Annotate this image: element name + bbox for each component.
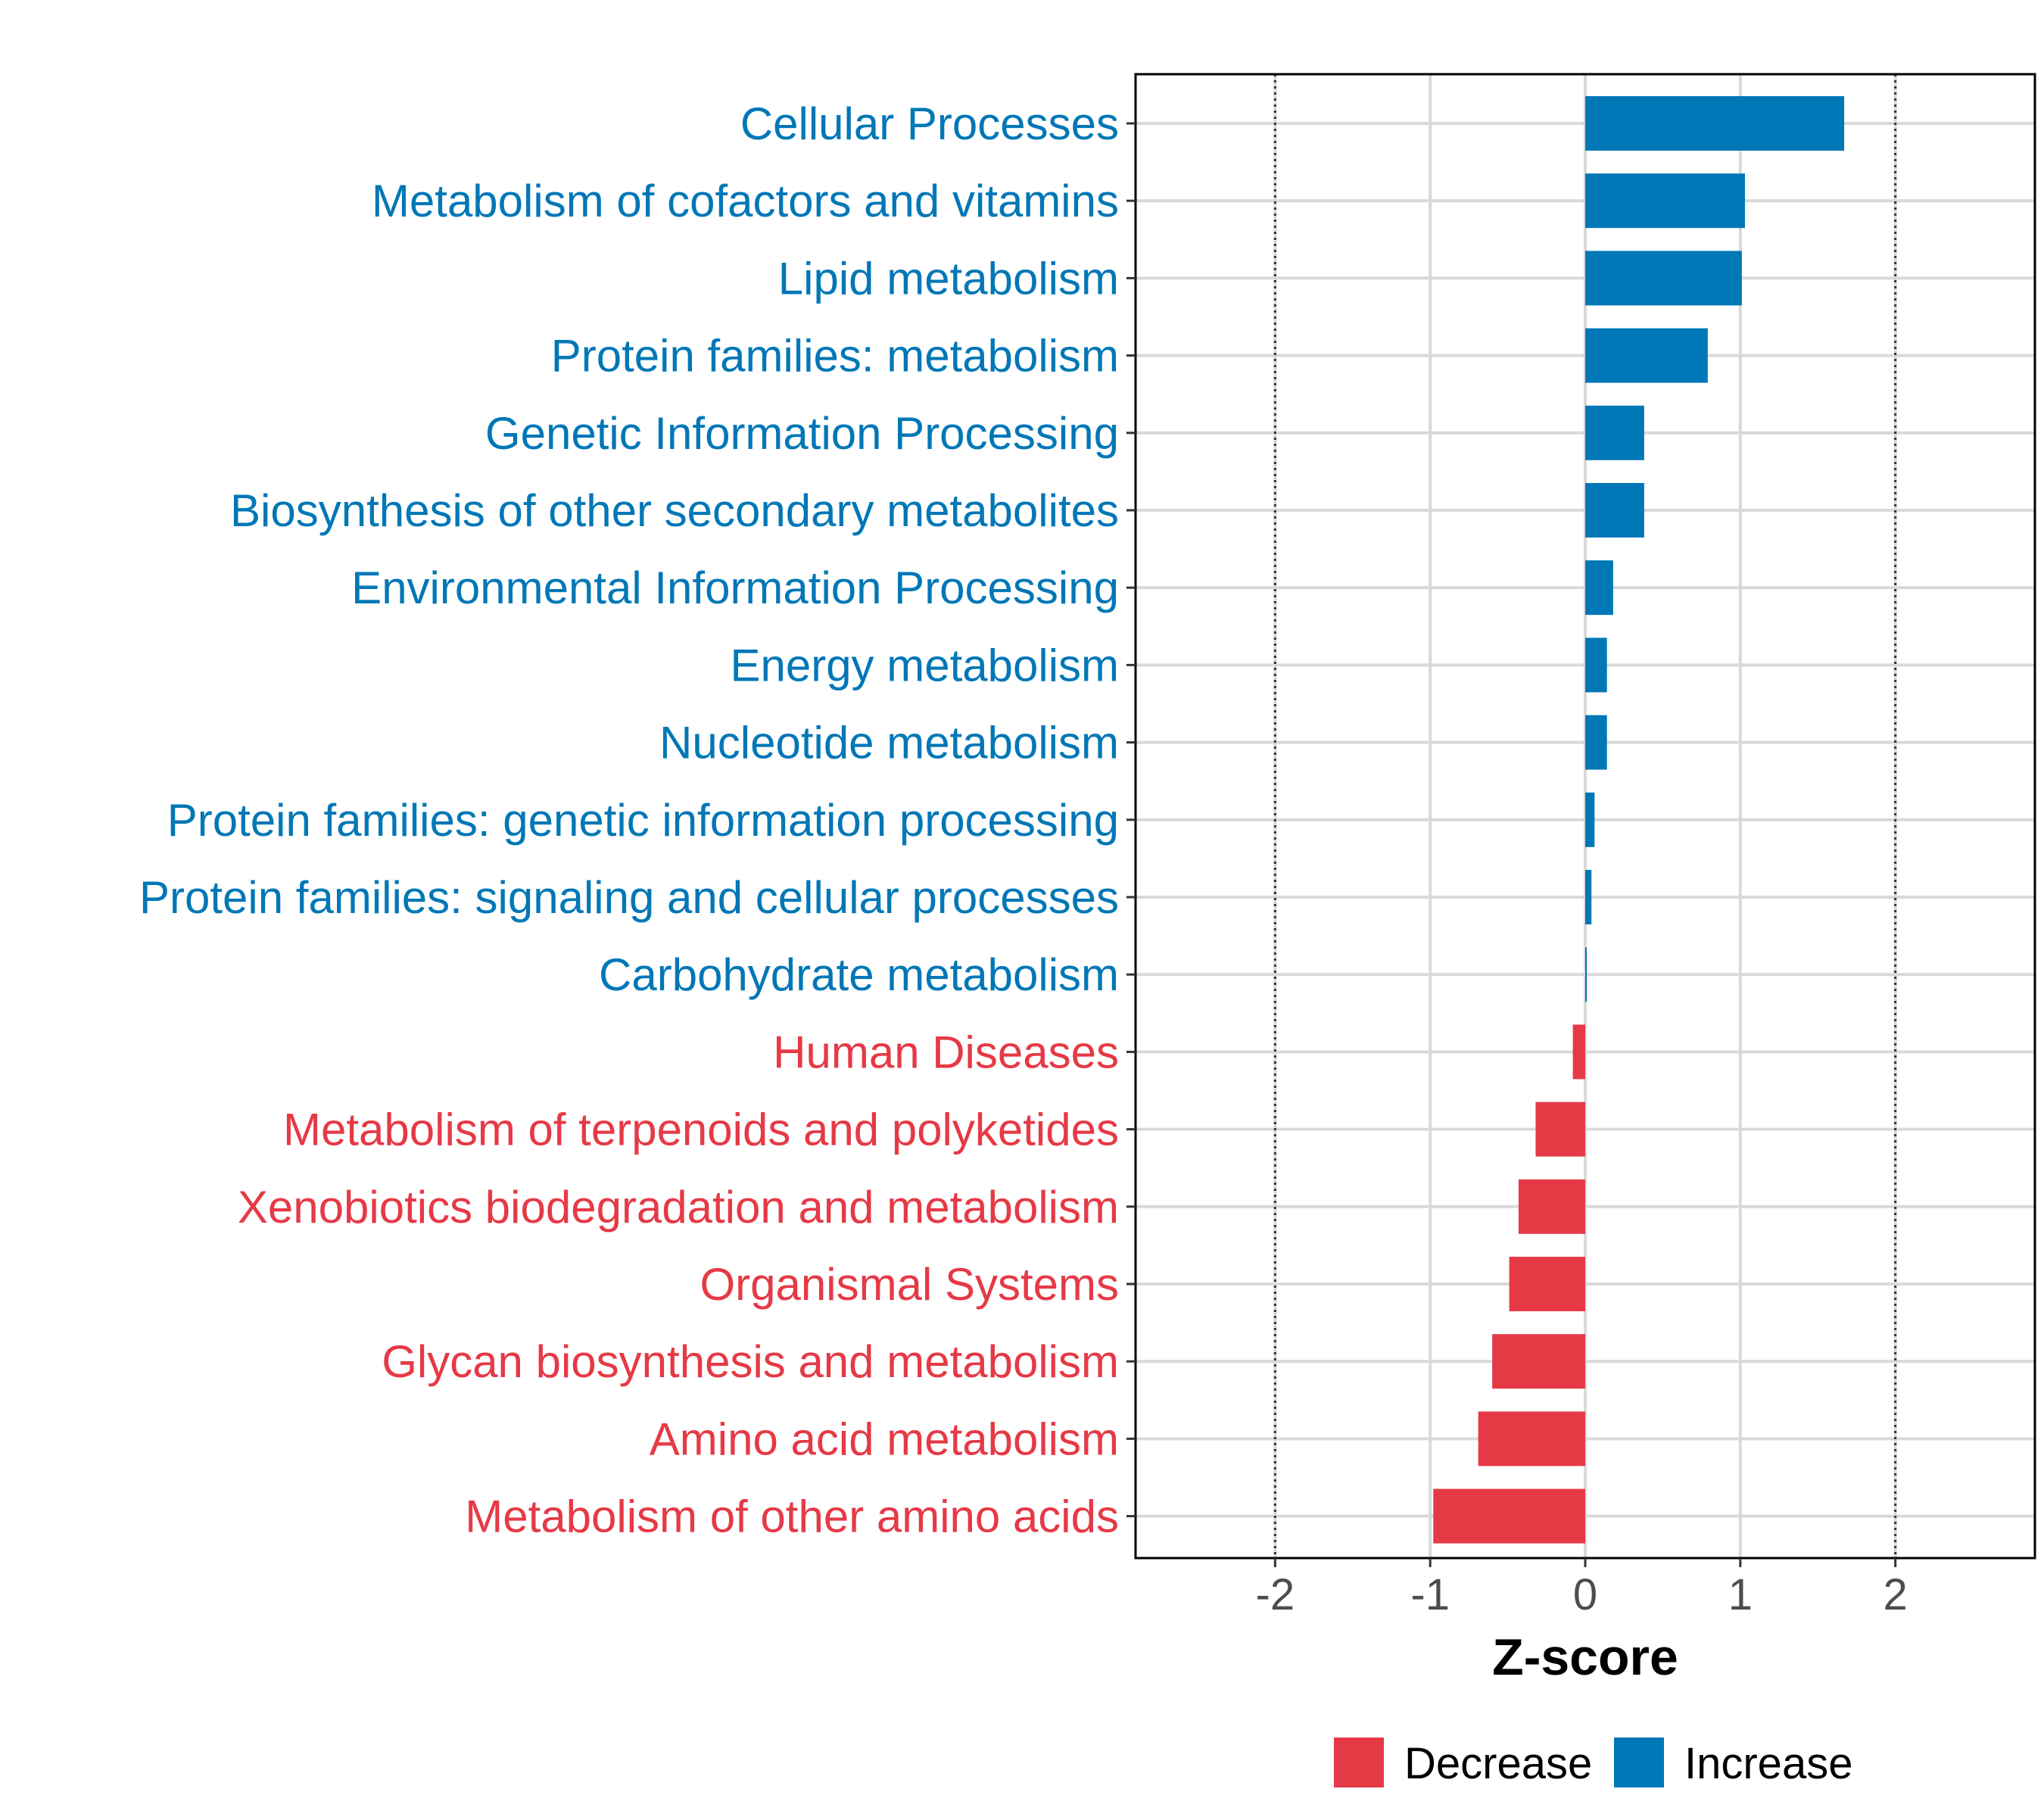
legend-swatch	[1614, 1738, 1664, 1787]
legend-label: Increase	[1684, 1739, 1852, 1788]
category-label: Energy metabolism	[730, 640, 1119, 690]
reference-lines	[1273, 74, 1897, 1558]
category-label: Genetic Information Processing	[485, 408, 1119, 459]
bar	[1585, 870, 1592, 924]
bar	[1585, 483, 1644, 538]
legend-swatch	[1334, 1738, 1384, 1787]
category-label: Metabolism of cofactors and vitamins	[372, 176, 1119, 226]
bar	[1585, 947, 1588, 1002]
category-label: Nucleotide metabolism	[659, 718, 1119, 768]
bar	[1585, 96, 1845, 151]
bar	[1518, 1179, 1585, 1234]
category-label: Xenobiotics biodegradation and metabolis…	[238, 1182, 1119, 1233]
category-label: Protein families: genetic information pr…	[167, 795, 1119, 846]
x-tick-label: 0	[1573, 1570, 1597, 1619]
bar	[1478, 1411, 1585, 1466]
bars-layer	[1433, 96, 1845, 1544]
bar	[1492, 1334, 1585, 1389]
category-label: Environmental Information Processing	[351, 563, 1119, 613]
category-label: Human Diseases	[773, 1027, 1119, 1077]
bar	[1585, 637, 1607, 693]
x-axis: -2 -1 0 1 2	[1256, 1558, 1908, 1619]
category-label: Amino acid metabolism	[650, 1413, 1119, 1464]
legend-label: Decrease	[1404, 1739, 1592, 1788]
category-label: Metabolism of terpenoids and polyketides	[283, 1105, 1119, 1155]
category-label: Glycan biosynthesis and metabolism	[382, 1336, 1119, 1387]
x-tick-label: -2	[1256, 1570, 1295, 1619]
category-label: Carbohydrate metabolism	[599, 949, 1119, 1000]
y-axis: Cellular Processes Metabolism of cofactor…	[139, 98, 1136, 1542]
x-tick-label: 1	[1728, 1570, 1753, 1619]
category-label: Biosynthesis of other secondary metaboli…	[230, 485, 1119, 536]
legend: Decrease Increase	[1334, 1738, 1852, 1788]
x-tick-label: 2	[1884, 1570, 1908, 1619]
bar	[1585, 173, 1745, 229]
category-label: Cellular Processes	[740, 98, 1119, 149]
bar	[1585, 560, 1613, 616]
category-label: Protein families: signaling and cellular…	[139, 872, 1119, 923]
bar	[1509, 1257, 1585, 1311]
bar	[1585, 251, 1742, 306]
bar	[1585, 328, 1708, 383]
bar	[1585, 792, 1595, 847]
category-label: Protein families: metabolism	[551, 331, 1119, 382]
category-label: Organismal Systems	[700, 1259, 1119, 1310]
category-label: Metabolism of other amino acids	[465, 1491, 1119, 1542]
x-axis-title: Z-score	[1492, 1628, 1678, 1686]
x-tick-label: -1	[1410, 1570, 1450, 1619]
bar	[1585, 715, 1607, 770]
bar	[1572, 1024, 1585, 1080]
bar	[1585, 405, 1644, 460]
category-label: Lipid metabolism	[778, 253, 1119, 304]
bar	[1433, 1488, 1585, 1544]
bar	[1535, 1102, 1585, 1157]
